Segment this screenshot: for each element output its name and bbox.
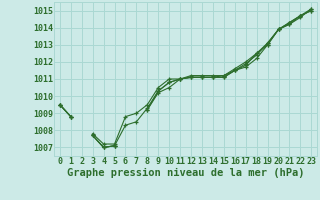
X-axis label: Graphe pression niveau de la mer (hPa): Graphe pression niveau de la mer (hPa) <box>67 168 304 178</box>
